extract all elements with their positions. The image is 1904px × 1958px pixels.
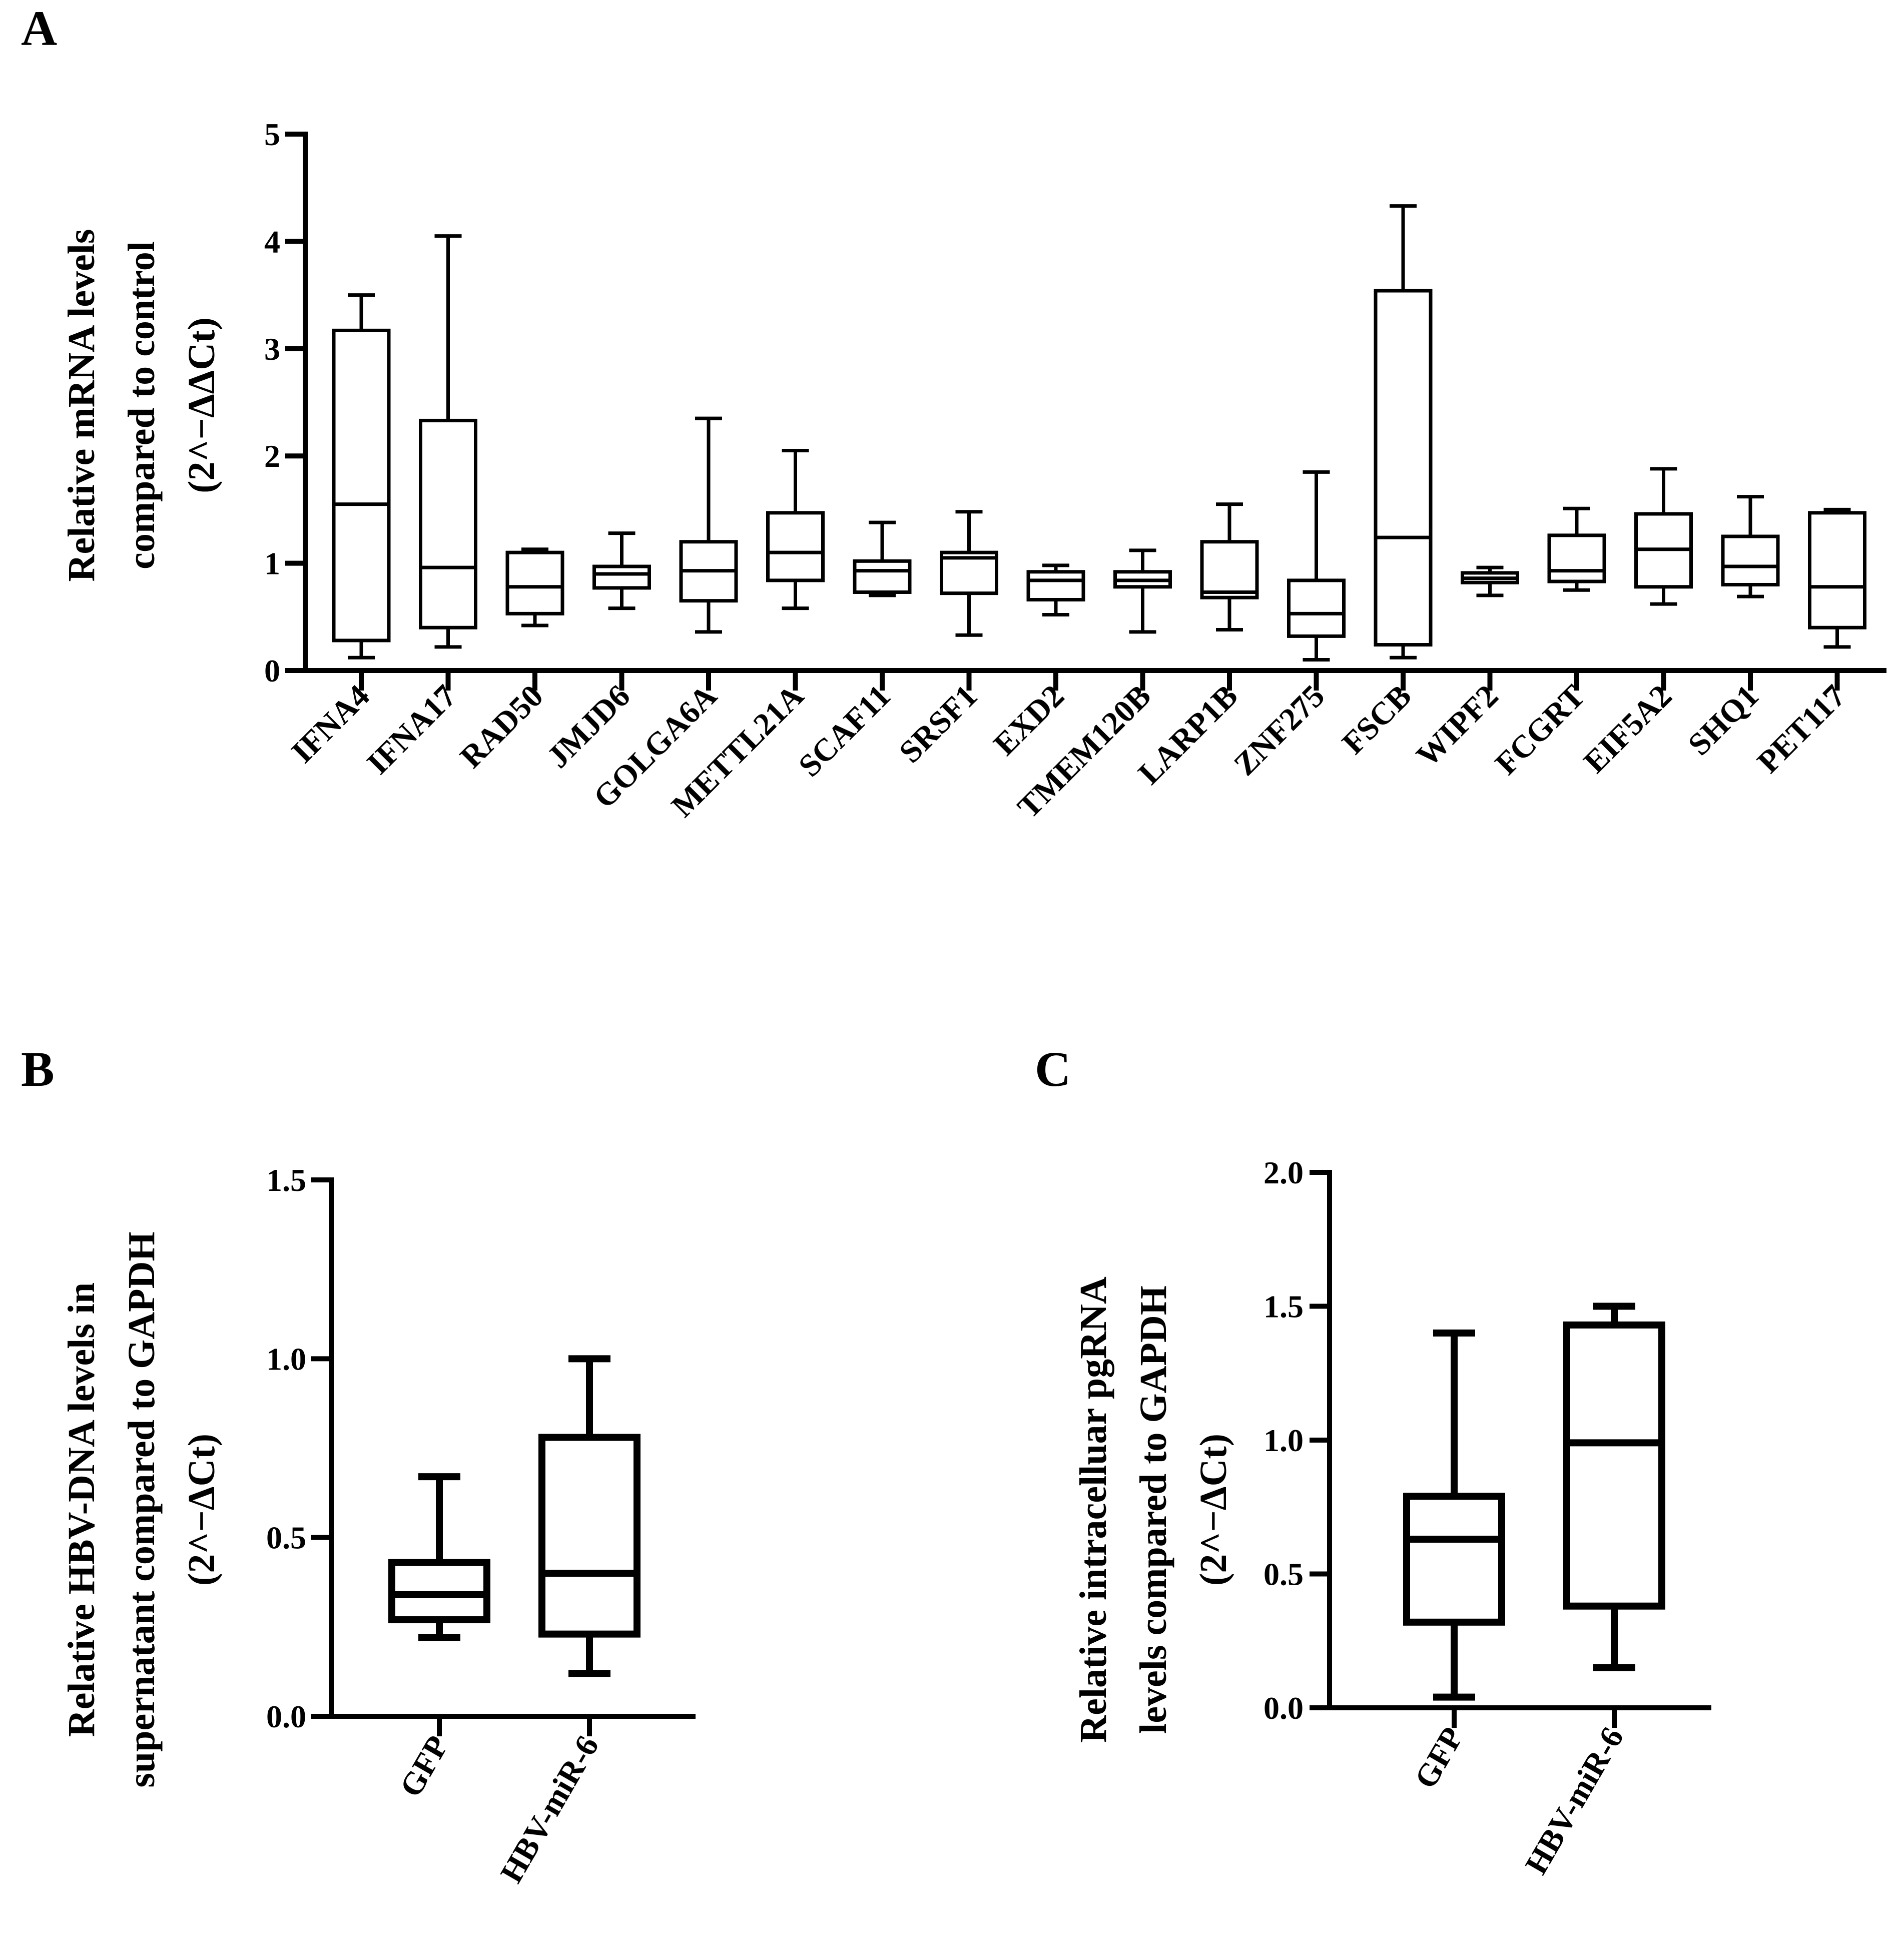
chart-c-box-iqr [1403, 1493, 1505, 1626]
chart-a-category-label: SRSF1 [892, 678, 984, 770]
chart-a-box-iqr [1721, 534, 1780, 586]
chart-b-ylabel-line-2: supernatant compared to GAPDH [121, 1231, 163, 1787]
chart-c-ylabel-line-2: levels compared to GAPDH [1132, 1285, 1174, 1734]
chart-c-y-tick-label: 1.5 [1263, 1289, 1304, 1325]
chart-b-y-tick-label: 0.0 [266, 1699, 306, 1734]
chart-a-box-iqr [853, 559, 912, 594]
chart-a-category-label: SHQ1 [1681, 678, 1765, 762]
chart-b-category-label: HBV-miR-6 [493, 1730, 605, 1889]
chart-c-y-axis-title: Relative intracelluar pgRNA levels compa… [1072, 1276, 1234, 1743]
panel-letter-a: A [21, 1, 57, 56]
chart-b-y-tick-label: 1.0 [266, 1341, 306, 1377]
panel-letter-b: B [21, 1041, 55, 1097]
chart-a-box-znf275: ZNF275 [1227, 470, 1346, 783]
chart-b-y-axis-title: Relative HBV-DNA levels in supernatant c… [61, 1231, 223, 1787]
chart-a-box-exd2: EXD2 [987, 563, 1085, 762]
chart-c-y-tick-label: 1.0 [1263, 1423, 1304, 1458]
chart-c-category-label: HBV-miR-6 [1518, 1721, 1630, 1880]
chart-a-y-tick-label: 2 [264, 438, 280, 474]
chart-a-box-iqr [419, 418, 477, 629]
chart-c-ylabel-line-1: Relative intracelluar pgRNA [1072, 1276, 1114, 1743]
chart-a-y-tick-label: 0 [264, 653, 280, 689]
chart-c-y-tick-label: 0.0 [1263, 1690, 1304, 1726]
chart-a-category-label: PET117 [1750, 678, 1852, 780]
chart-a-box-iqr [1808, 511, 1866, 629]
chart-b-category-label: GFP [393, 1730, 455, 1803]
chart-a-box-eif5a2: EIF5A2 [1577, 467, 1693, 780]
chart-a-category-label: SCAF11 [792, 678, 897, 784]
chart-a-y-tick-label: 3 [264, 331, 280, 367]
chart-b-box-iqr [538, 1434, 641, 1638]
chart-a-box-srsf1: SRSF1 [892, 510, 998, 770]
chart-b-box-gfp: GFP [388, 1473, 490, 1803]
chart-a-ylabel-line-3: (2^−ΔΔCt) [181, 317, 223, 493]
chart-b-y-tick-label: 0.5 [266, 1520, 306, 1556]
chart-a-category-label: FCGRT [1488, 678, 1592, 782]
chart-c-ylabel-line-3: (2^−ΔCt) [1192, 1434, 1234, 1586]
chart-a-box-iqr [1374, 289, 1433, 647]
chart-a-box-iqr [1200, 540, 1259, 599]
chart-c: Relative intracelluar pgRNA levels compa… [1072, 1155, 1711, 1880]
chart-c-y-tick-label: 0.5 [1263, 1557, 1304, 1592]
chart-a-category-label: ZNF275 [1227, 678, 1332, 783]
chart-a-box-iqr [766, 511, 825, 582]
chart-c-category-label: GFP [1408, 1721, 1470, 1794]
chart-b-box-iqr [388, 1559, 490, 1624]
chart-a-box-iqr [1026, 570, 1085, 601]
chart-a-box-shq1: SHQ1 [1681, 495, 1780, 762]
chart-a-ylabel-line-1: Relative mRNA levels [61, 229, 103, 582]
chart-a-box-iqr [332, 328, 391, 642]
chart-a-box-iqr [1547, 533, 1606, 583]
chart-a-y-tick-label: 4 [264, 224, 280, 259]
chart-a-box-ifna4: IFNA4 [284, 293, 391, 770]
chart-a-box-iqr [505, 550, 564, 615]
chart-a-category-label: IFNA17 [360, 678, 463, 781]
chart-a-box-iqr [1287, 578, 1346, 638]
chart-a-category-label: FSCB [1335, 678, 1418, 761]
chart-a-box-iqr [592, 564, 651, 590]
chart-c-box-gfp: GFP [1403, 1330, 1505, 1794]
chart-a-category-label: RAD50 [453, 678, 550, 775]
chart-a-category-label: EIF5A2 [1577, 678, 1679, 780]
chart-b: Relative HBV-DNA levels in supernatant c… [61, 1162, 696, 1888]
chart-a-ylabel-line-2: compared to control [121, 241, 163, 569]
chart-b-ylabel-line-1: Relative HBV-DNA levels in [61, 1282, 103, 1737]
chart-a-y-tick-label: 5 [264, 117, 280, 152]
chart-a-box-fscb: FSCB [1335, 204, 1433, 761]
chart-c-y-tick-label: 2.0 [1263, 1155, 1304, 1190]
chart-b-ylabel-line-3: (2^−ΔCt) [181, 1434, 223, 1586]
chart-a-category-label: EXD2 [987, 678, 1071, 762]
chart-a-box-fcgrt: FCGRT [1488, 506, 1606, 782]
chart-a-y-tick-label: 1 [264, 546, 280, 581]
chart-b-y-tick-label: 1.5 [266, 1162, 306, 1198]
chart-a-box-mettl21a: METTL21A [665, 448, 825, 824]
chart-a-y-axis-title: Relative mRNA levels compared to control… [61, 229, 223, 582]
chart-c-box-iqr [1563, 1321, 1665, 1610]
chart-c-box-hbv-mir-6: HBV-miR-6 [1518, 1302, 1665, 1880]
chart-a: Relative mRNA levels compared to control… [61, 117, 1886, 825]
chart-b-box-hbv-mir-6: HBV-miR-6 [493, 1355, 641, 1889]
panel-letter-c: C [1035, 1041, 1071, 1097]
